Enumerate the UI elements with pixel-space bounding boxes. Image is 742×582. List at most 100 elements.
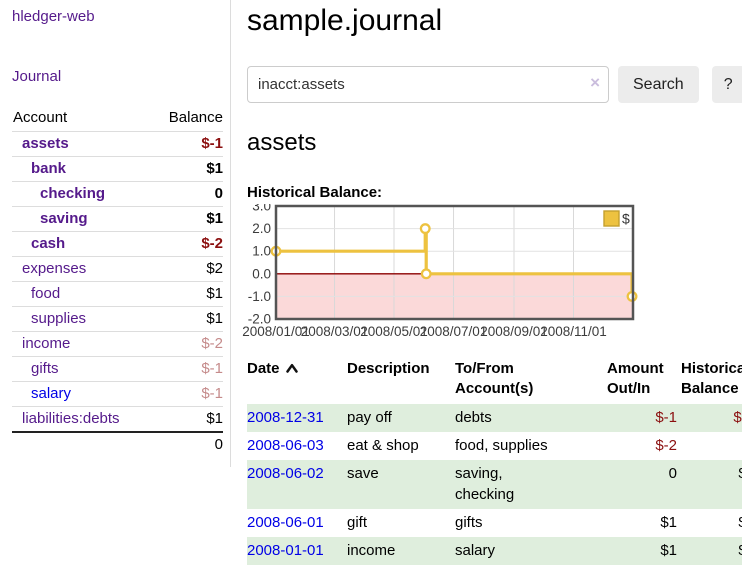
register-header-amount: Amount Out/In: [607, 360, 664, 398]
register-amount: $-2: [655, 436, 677, 454]
account-balance: $-2: [201, 235, 223, 252]
register-row: 2008-06-03 eat & shop food, supplies $-20: [247, 432, 742, 460]
sidebar-account-liabilities-debts[interactable]: liabilities:debts: [22, 410, 120, 427]
app-root: hledger-web Journal Account Balance asse…: [0, 0, 742, 565]
accounts-total-row: 0: [12, 432, 223, 457]
accounts-header-row: Account Balance: [12, 105, 223, 132]
svg-text:-2.0: -2.0: [248, 312, 271, 327]
svg-text:2008/03/01: 2008/03/01: [301, 324, 369, 339]
svg-text:2.0: 2.0: [252, 221, 271, 236]
accounts-header-account: Account: [13, 109, 68, 126]
svg-text:2008/01/01: 2008/01/01: [242, 324, 310, 339]
svg-text:-1.0: -1.0: [248, 289, 271, 304]
sidebar-account-bank[interactable]: bank: [31, 160, 67, 177]
account-row: gifts $-1: [12, 356, 223, 382]
app-title-link[interactable]: hledger-web: [12, 8, 95, 25]
sidebar-account-expenses[interactable]: expenses: [22, 260, 87, 277]
register-amount: $-1: [655, 408, 677, 426]
register-description: save: [347, 464, 379, 482]
account-row: bank $1: [12, 156, 223, 182]
clear-search-icon[interactable]: ×: [590, 73, 600, 92]
account-balance: $1: [206, 310, 223, 327]
register-header-date[interactable]: Date: [247, 357, 345, 404]
account-row: expenses $2: [12, 256, 223, 282]
svg-text:3.0: 3.0: [252, 204, 271, 214]
accounts-header-balance: Balance: [168, 109, 223, 126]
register-description: gift: [347, 513, 368, 531]
register-row: 2008-12-31 pay off debts $-1 $-1: [247, 403, 742, 432]
register-body: 2008-12-31 pay off debts $-1 $-1 2008-06-03 ea…: [247, 403, 742, 565]
account-row: cash $-2: [12, 231, 223, 257]
search-button[interactable]: Search: [618, 66, 699, 103]
account-balance: $-1: [201, 385, 223, 402]
account-balance: $-2: [201, 335, 223, 352]
register-header-accounts: To/From Account(s): [455, 360, 534, 398]
account-balance: 0: [214, 185, 223, 202]
account-row: liabilities:debts $1: [12, 406, 223, 433]
sidebar: hledger-web Journal Account Balance asse…: [0, 0, 231, 467]
sidebar-account-gifts[interactable]: gifts: [31, 360, 59, 377]
account-heading: assets: [247, 129, 317, 156]
search-input[interactable]: [247, 66, 609, 103]
register-row: 2008-06-01 gift gifts $1$2: [247, 509, 742, 537]
register-balance: $2: [679, 460, 742, 509]
svg-text:0.0: 0.0: [252, 266, 271, 281]
search-input-wrap: ×: [247, 66, 609, 103]
account-balance: $1: [206, 285, 223, 302]
account-balance: $1: [206, 410, 223, 427]
register-header-row: Date Description To/From Account(s) Amou…: [247, 357, 742, 404]
sort-asc-icon: [285, 363, 298, 373]
register-accounts: gifts: [455, 513, 483, 531]
historical-balance-chart: $3.0 2.0 1.0 0.0 -1.0 -2.02008/01/012008/03/0…: [242, 204, 638, 339]
sidebar-account-income[interactable]: income: [22, 335, 71, 352]
account-row: income $-2: [12, 331, 223, 357]
register-amount: 0: [668, 464, 677, 482]
sidebar-account-salary[interactable]: salary: [31, 385, 72, 402]
svg-text:2008/09/01: 2008/09/01: [480, 324, 548, 339]
sidebar-account-cash[interactable]: cash: [31, 235, 66, 252]
register-date-link[interactable]: 2008-12-31: [247, 408, 324, 426]
account-table-body: assets $-1 bank $1 checking 0 saving $1 cash $-2 e…: [12, 131, 223, 433]
register-accounts: saving, checking: [455, 464, 515, 503]
svg-text:2008/07/01: 2008/07/01: [420, 324, 488, 339]
account-balance: $1: [206, 160, 223, 177]
account-row: saving $1: [12, 206, 223, 232]
register-description: income: [347, 541, 396, 559]
sidebar-account-food[interactable]: food: [31, 285, 61, 302]
register-description: pay off: [347, 408, 392, 426]
account-row: salary $-1: [12, 381, 223, 407]
accounts-total-balance: 0: [214, 436, 223, 453]
register-date-link[interactable]: 2008-06-01: [247, 513, 324, 531]
sidebar-account-saving[interactable]: saving: [40, 210, 88, 227]
register-description: eat & shop: [347, 436, 419, 454]
register-amount: $1: [660, 513, 677, 531]
register-accounts: food, supplies: [455, 436, 548, 454]
chart-title: Historical Balance:: [247, 184, 383, 201]
register-date-link[interactable]: 2008-06-02: [247, 464, 324, 482]
help-button[interactable]: ?: [711, 66, 742, 103]
main-content: sample.journal × Search ? assets Histori…: [231, 0, 742, 565]
sidebar-account-supplies[interactable]: supplies: [31, 310, 87, 327]
register-accounts: debts: [455, 408, 492, 426]
register-date-link[interactable]: 2008-06-03: [247, 436, 324, 454]
register-row: 2008-01-01 income salary $1$1: [247, 536, 742, 565]
page-title: sample.journal: [247, 4, 443, 37]
accounts-table: Account Balance assets $-1 bank $1 checking 0…: [12, 105, 223, 457]
register-date-link[interactable]: 2008-01-01: [247, 541, 324, 559]
account-balance: $-1: [201, 360, 223, 377]
register-balance: 0: [679, 432, 742, 460]
account-row: assets $-1: [12, 131, 223, 157]
nav-journal-link[interactable]: Journal: [12, 68, 62, 85]
register-header-description: Description: [347, 360, 430, 377]
register-table: Date Description To/From Account(s) Amou…: [247, 357, 742, 565]
account-row: food $1: [12, 281, 223, 307]
search-form: × Search ?: [247, 66, 742, 103]
account-row: checking 0: [12, 181, 223, 207]
sidebar-account-assets[interactable]: assets: [22, 135, 69, 152]
svg-text:2008/11/01: 2008/11/01: [540, 324, 607, 339]
sidebar-account-checking[interactable]: checking: [40, 185, 106, 202]
account-row: supplies $1: [12, 306, 223, 332]
register-balance: $1: [679, 537, 742, 565]
svg-text:$: $: [622, 211, 630, 227]
register-balance: $-1: [733, 408, 742, 426]
